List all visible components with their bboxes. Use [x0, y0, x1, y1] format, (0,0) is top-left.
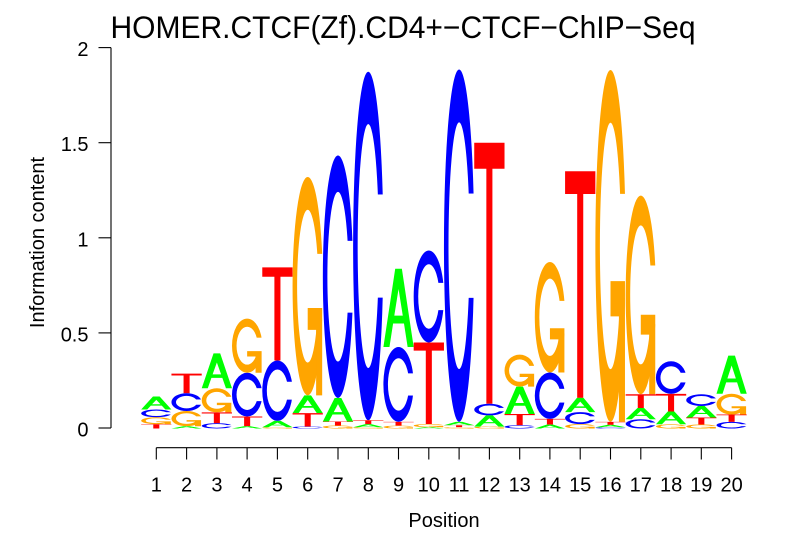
- svg-text:0.5: 0.5: [61, 324, 89, 346]
- svg-text:1: 1: [77, 229, 88, 251]
- svg-text:Information content: Information content: [27, 156, 49, 328]
- svg-text:18: 18: [660, 474, 682, 496]
- svg-text:15: 15: [569, 474, 591, 496]
- svg-text:8: 8: [363, 474, 374, 496]
- svg-text:Position: Position: [408, 510, 479, 532]
- svg-text:12: 12: [478, 474, 500, 496]
- svg-text:17: 17: [630, 474, 652, 496]
- svg-text:11: 11: [449, 474, 470, 496]
- svg-text:1: 1: [151, 474, 162, 496]
- svg-text:2: 2: [77, 39, 88, 61]
- svg-text:13: 13: [509, 474, 531, 496]
- svg-text:20: 20: [720, 474, 742, 496]
- svg-text:19: 19: [690, 474, 712, 496]
- svg-text:9: 9: [393, 474, 404, 496]
- svg-text:10: 10: [418, 474, 440, 496]
- svg-text:5: 5: [272, 474, 283, 496]
- svg-text:6: 6: [302, 474, 313, 496]
- svg-text:3: 3: [211, 474, 222, 496]
- svg-text:2: 2: [181, 474, 192, 496]
- svg-text:1.5: 1.5: [61, 134, 89, 156]
- svg-text:14: 14: [539, 474, 561, 496]
- svg-text:7: 7: [332, 474, 343, 496]
- svg-text:4: 4: [242, 474, 253, 496]
- svg-text:HOMER.CTCF(Zf).CD4+−CTCF−ChIP−: HOMER.CTCF(Zf).CD4+−CTCF−ChIP−Seq: [111, 9, 696, 45]
- svg-text:0: 0: [77, 420, 88, 442]
- svg-text:16: 16: [599, 474, 621, 496]
